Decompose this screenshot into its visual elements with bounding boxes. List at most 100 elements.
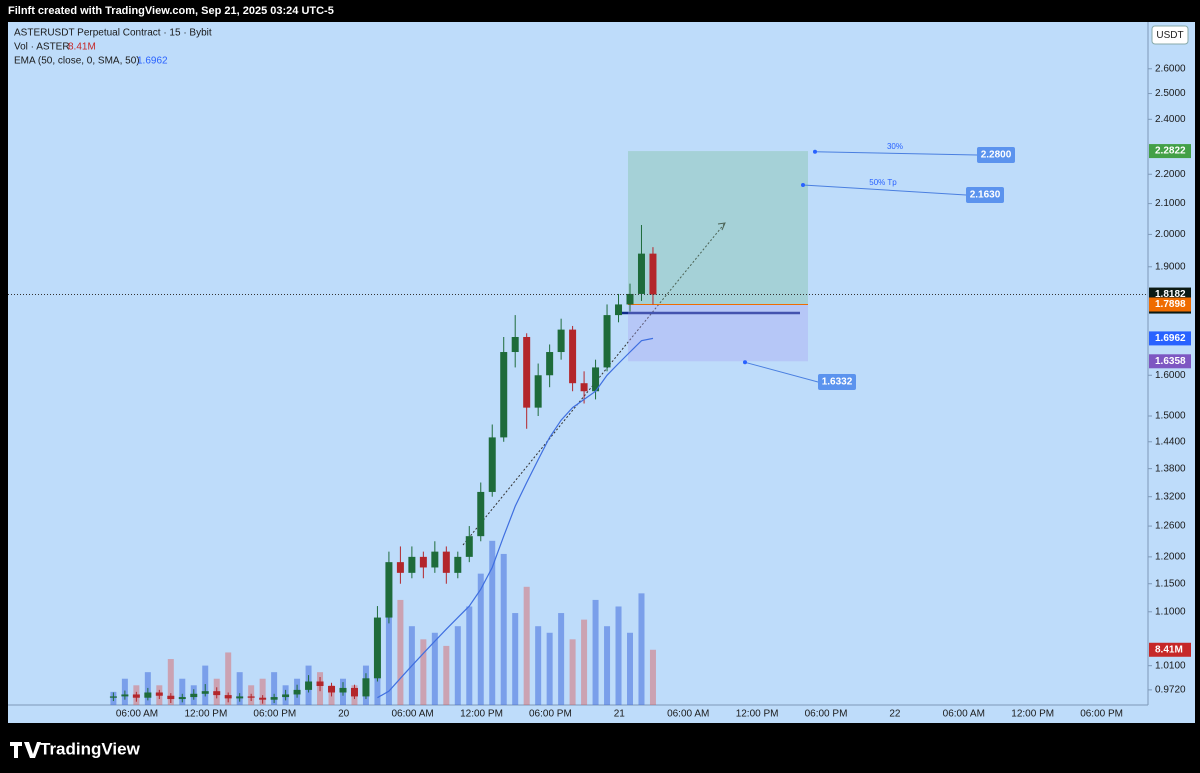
currency-button[interactable]	[1151, 25, 1189, 45]
y-tick-label: 2.6000	[1155, 63, 1186, 74]
volume-bar	[592, 599, 599, 705]
volume-bar	[167, 659, 174, 705]
trend-arrow	[717, 222, 726, 231]
currency-label[interactable]: USDT	[1156, 30, 1183, 41]
volume-bar	[489, 540, 496, 705]
candle-body	[362, 678, 370, 697]
y-tick-label: 1.3200	[1155, 491, 1186, 502]
candle-body	[626, 293, 634, 305]
x-tick-label: 12:00 PM	[1011, 709, 1054, 720]
price-label: 1.8182	[1155, 289, 1186, 300]
ema-line	[377, 337, 654, 699]
ema-name: EMA (50, close, 0, SMA, 50)	[14, 56, 140, 67]
x-tick-label: 12:00 PM	[184, 709, 227, 720]
candle-body	[132, 694, 140, 698]
x-tick-label: 12:00 PM	[460, 709, 503, 720]
x-tick-label: 06:00 PM	[253, 709, 296, 720]
trend-line	[462, 222, 726, 546]
y-tick-label: 1.5000	[1155, 411, 1186, 422]
volume-bar	[535, 626, 542, 705]
volume-value: 8.41M	[68, 42, 96, 53]
candle-body	[270, 697, 278, 700]
volume-bar	[477, 573, 484, 705]
volume-bar	[466, 606, 473, 705]
price-label-box	[1149, 297, 1191, 312]
volume-bar	[604, 626, 611, 705]
candle-body	[396, 562, 404, 573]
volume-bar	[225, 652, 232, 705]
candle-body	[454, 556, 462, 573]
y-tick-label: 1.4400	[1155, 436, 1186, 447]
volume-bar	[397, 599, 404, 705]
x-tick-label: 21	[614, 709, 626, 720]
candle-body	[615, 304, 623, 316]
target-point	[801, 182, 805, 187]
volume-bar	[581, 619, 588, 705]
candle-body	[167, 695, 175, 700]
volume-bar	[454, 626, 461, 705]
candle-body	[557, 329, 565, 353]
profit-zone	[628, 151, 808, 305]
candle-body	[316, 681, 324, 686]
target-point	[813, 149, 817, 154]
volume-bar	[385, 613, 392, 705]
candle-body	[109, 696, 117, 698]
price-label-box	[1149, 354, 1191, 369]
price-label-box	[1149, 144, 1191, 159]
candle-body	[465, 536, 473, 557]
candle-body	[373, 617, 381, 679]
candle-body	[201, 691, 209, 694]
y-tick-label: 1.1000	[1155, 606, 1186, 617]
symbol-title: ASTERUSDT Perpetual Contract · 15 · Bybi…	[14, 28, 212, 39]
candle-body	[442, 551, 450, 573]
y-tick-label: 1.0100	[1155, 660, 1186, 671]
candle-body	[224, 695, 232, 699]
volume-label-box	[1149, 642, 1191, 657]
target-note: 30%	[887, 142, 903, 151]
target-note: 50% Tp	[869, 178, 897, 187]
x-tick-label: 06:00 PM	[1080, 709, 1123, 720]
y-tick-label: 0.9720	[1155, 685, 1186, 696]
y-tick-label: 1.6000	[1155, 370, 1186, 381]
y-tick-label: 2.4000	[1155, 114, 1186, 125]
candle-body	[488, 437, 496, 492]
header-credit: Filnft created with TradingView.com, Sep…	[8, 5, 334, 17]
volume-bar	[615, 606, 622, 705]
x-tick-label: 12:00 PM	[736, 709, 779, 720]
candle-body	[247, 696, 255, 698]
target-box	[818, 374, 856, 390]
x-tick-label: 06:00 PM	[805, 709, 848, 720]
price-label: 1.6358	[1155, 356, 1186, 367]
volume-bar	[259, 678, 266, 705]
candle-body	[121, 694, 129, 697]
candle-body	[523, 336, 531, 408]
candle-body	[259, 697, 267, 700]
x-tick-label: 06:00 AM	[391, 709, 433, 720]
ema-value: 1.6962	[137, 56, 168, 67]
candle-body	[419, 556, 427, 568]
chart-background	[8, 22, 1195, 723]
candle-body	[477, 491, 485, 537]
y-tick-label: 1.1500	[1155, 578, 1186, 589]
candle-body	[350, 687, 358, 697]
candle-body	[282, 694, 290, 698]
x-tick-label: 06:00 PM	[529, 709, 572, 720]
price-label: 2.2822	[1155, 146, 1186, 157]
price-label-box	[1149, 331, 1191, 346]
y-tick-label: 1.2600	[1155, 521, 1186, 532]
y-tick-label: 2.0000	[1155, 229, 1186, 240]
volume-bar	[627, 632, 633, 705]
candle-body	[637, 253, 645, 294]
loss-zone	[628, 304, 808, 362]
y-tick-label: 1.3800	[1155, 463, 1186, 474]
target-line	[814, 151, 978, 156]
volume-bar	[236, 672, 243, 705]
candle-body	[144, 692, 152, 698]
candle-body	[649, 253, 657, 295]
target-line	[802, 184, 967, 196]
brand-logo	[10, 742, 41, 758]
target-box	[977, 147, 1015, 163]
volume-bar	[546, 632, 553, 705]
x-tick-label: 06:00 AM	[667, 709, 709, 720]
